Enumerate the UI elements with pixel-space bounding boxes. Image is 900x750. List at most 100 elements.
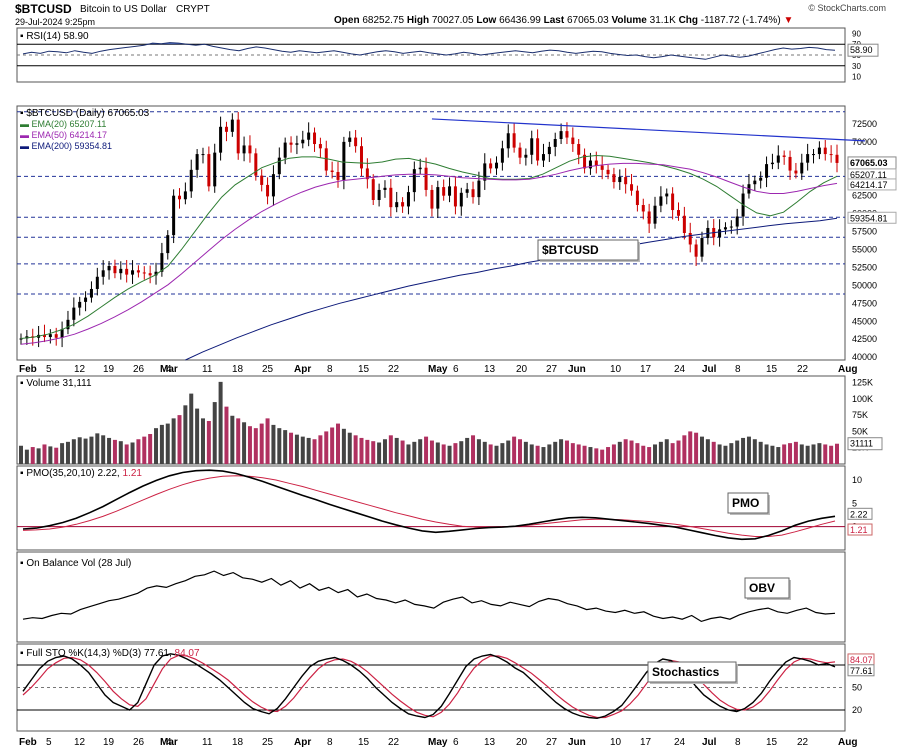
price-tick-label: 52500 [852,262,877,272]
volume-legend: ▪ Volume 31,111 [20,378,92,389]
price-candle [459,192,463,207]
ema-value-label: 65207.11 [850,170,887,180]
price-candle [782,155,786,157]
price-candle [236,119,240,154]
price-x-tick-label: Mar [160,364,178,375]
volume-bar [294,434,299,464]
volume-bar [265,418,270,464]
price-candle [448,186,452,196]
price-candle [471,189,475,198]
bottom-x-tick-label: 5 [46,737,52,748]
price-candle [477,180,481,198]
bottom-x-tick-label: Jun [568,737,586,748]
volume-bar [89,436,94,464]
price-candle [800,162,804,174]
volume-bar [805,445,810,464]
price-candle [277,157,281,175]
price-candle [453,186,457,207]
volume-bar [488,444,493,464]
pmo-annotation-box [727,492,769,514]
price-candle [759,177,763,181]
price-candle [224,126,228,132]
price-candle [60,329,64,338]
price-candle [600,165,604,170]
price-x-tick-label: 11 [202,364,213,375]
volume-bar [606,447,611,464]
volume-bar [435,442,440,464]
price-candle [189,169,193,192]
volume-bar [247,426,252,464]
ema-legend-2: ▬ EMA(200) 59354.81 [20,141,112,151]
volume-bar [212,402,217,464]
volume-bar [318,435,323,464]
volume-bar [230,415,235,464]
volume-bar [758,441,763,464]
volume-bar [506,440,511,464]
volume-bar [101,435,106,464]
price-x-tick-label: 18 [232,364,244,375]
price-candle [682,215,686,233]
price-x-tick-label: Jul [702,364,717,375]
obv-line [22,570,836,623]
price-candle [213,152,217,187]
price-candle [242,145,246,154]
open-label: Open [334,15,360,26]
price-candle [624,177,628,185]
price-candle [412,169,416,193]
price-candle [788,156,792,171]
volume-bar [418,439,423,464]
price-candle [95,276,99,289]
bottom-x-tick-label: 17 [640,737,652,748]
price-candle [594,160,598,166]
price-candle [659,196,663,206]
volume-bar [512,436,517,464]
volume-bar [782,444,787,464]
volume-bar [224,406,229,464]
price-candle [406,192,410,207]
price-legend-title: ▪ $BTCUSD (Daily) 67065.03 [20,108,150,119]
volume-bar [200,418,205,464]
volume-bar [776,447,781,464]
volume-bar [347,432,352,464]
price-tick-label: 72500 [852,119,877,129]
price-candle [571,137,575,145]
volume-bar [83,438,88,464]
price-candle [365,168,369,180]
volume-bar [735,440,740,464]
price-candle [248,145,252,154]
volume-bar [594,448,599,464]
price-candle [524,154,528,158]
price-x-tick-label: 5 [46,364,52,375]
obv-panel-frame [16,551,846,643]
rsi-legend: ▪ RSI(14) 58.90 [20,31,89,42]
volume-bar [741,437,746,464]
volume-bar [377,442,382,464]
price-candle [78,301,82,308]
price-candle [829,154,833,156]
high-label: High [406,15,430,26]
volume-bar [30,447,35,464]
volume-bar [517,439,522,464]
chg-value: -1187.72 (-1.74%) [700,15,781,26]
bottom-x-tick-label: Apr [294,737,311,748]
price-candle [541,154,545,161]
price-x-tick-label: Apr [294,364,311,375]
volume-bar [447,445,452,464]
volume-bar [494,445,499,464]
price-candle [653,205,657,224]
volume-bar [582,445,587,464]
obv-annotation-box [744,577,790,599]
price-candle [201,154,205,156]
price-candle [735,216,739,227]
volume-bar [453,443,458,464]
price-candle [195,154,199,170]
volume-bar [829,445,834,464]
ema-legend-1: ▬ EMA(50) 64214.17 [20,130,107,140]
pmo-annotation: PMO [732,496,759,510]
volume-bar [647,447,652,464]
price-x-tick-label: Jun [568,364,586,375]
price-candle [89,288,93,298]
volume-bar [670,443,675,464]
price-candle [753,180,757,185]
volume-bar [465,437,470,464]
